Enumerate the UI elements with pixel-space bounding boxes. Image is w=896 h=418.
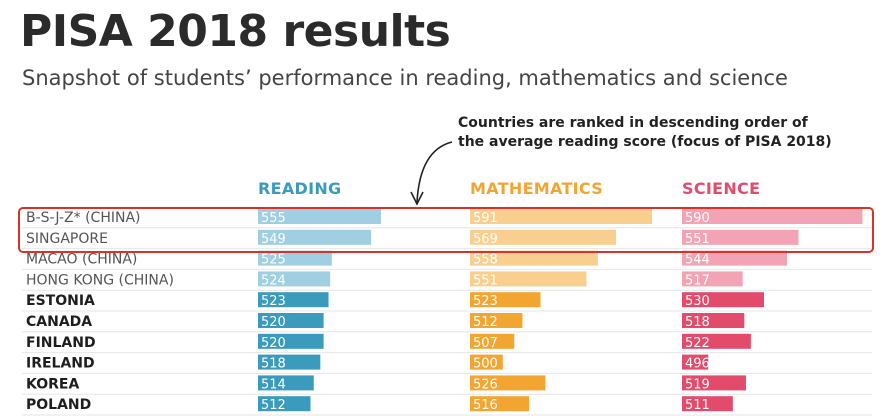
science-bar bbox=[682, 229, 799, 245]
reading-value-label: 514 bbox=[261, 377, 286, 392]
mathematics-value-label: 516 bbox=[473, 398, 498, 413]
country-label: SINGAPORE bbox=[26, 231, 108, 247]
reading-value-label: 555 bbox=[261, 211, 286, 226]
science-value-label: 522 bbox=[685, 336, 710, 351]
country-label: IRELAND bbox=[26, 356, 95, 372]
mathematics-bar bbox=[470, 333, 515, 349]
science-bar bbox=[682, 333, 751, 349]
science-value-label: 590 bbox=[685, 211, 710, 226]
reading-bar bbox=[258, 271, 331, 287]
science-bar bbox=[682, 292, 764, 308]
country-label: POLAND bbox=[26, 397, 91, 413]
mathematics-value-label: 551 bbox=[473, 273, 498, 288]
mathematics-bar bbox=[470, 209, 653, 224]
mathematics-value-label: 526 bbox=[473, 377, 498, 392]
reading-bar bbox=[258, 333, 324, 349]
mathematics-value-label: 512 bbox=[473, 315, 498, 330]
science-value-label: 544 bbox=[685, 253, 710, 268]
mathematics-bar bbox=[470, 250, 598, 266]
science-bar bbox=[682, 271, 743, 287]
science-bar bbox=[682, 250, 787, 266]
mathematics-bar bbox=[470, 229, 616, 245]
country-label: ESTONIA bbox=[26, 293, 95, 309]
reading-bar bbox=[258, 292, 329, 308]
page-subtitle: Snapshot of students’ performance in rea… bbox=[22, 66, 788, 90]
mathematics-bar bbox=[470, 271, 587, 287]
reading-bar bbox=[258, 250, 332, 266]
science-bar bbox=[682, 375, 746, 391]
mathematics-bar bbox=[470, 313, 523, 328]
reading-bar bbox=[258, 396, 311, 412]
country-label: B-S-J-Z* (CHINA) bbox=[26, 210, 141, 226]
annotation-line-1: Countries are ranked in descending order… bbox=[458, 115, 808, 131]
reading-value-label: 512 bbox=[261, 398, 286, 413]
annotation-arrow-icon bbox=[410, 141, 453, 206]
top-two-highlight-box bbox=[18, 207, 874, 253]
reading-value-label: 525 bbox=[261, 253, 286, 268]
reading-column-header: READING bbox=[258, 179, 342, 198]
country-label: FINLAND bbox=[26, 335, 96, 351]
country-label: CANADA bbox=[26, 314, 92, 330]
science-value-label: 530 bbox=[685, 294, 710, 309]
country-label: HONG KONG (CHINA) bbox=[26, 272, 174, 288]
mathematics-value-label: 507 bbox=[473, 336, 498, 351]
science-value-label: 511 bbox=[685, 398, 710, 413]
mathematics-value-label: 523 bbox=[473, 294, 498, 309]
reading-bar bbox=[258, 375, 314, 391]
science-bar bbox=[682, 354, 709, 370]
reading-value-label: 524 bbox=[261, 273, 286, 288]
mathematics-value-label: 558 bbox=[473, 253, 498, 268]
reading-value-label: 520 bbox=[261, 336, 286, 351]
country-label: MACAO (CHINA) bbox=[26, 252, 137, 268]
mathematics-bar bbox=[470, 375, 546, 391]
mathematics-value-label: 500 bbox=[473, 357, 498, 372]
ranking-annotation: Countries are ranked in descending order… bbox=[458, 114, 858, 152]
reading-value-label: 518 bbox=[261, 357, 286, 372]
annotation-line-2: the average reading score (focus of PISA… bbox=[458, 134, 832, 150]
science-column-header: SCIENCE bbox=[682, 179, 761, 198]
mathematics-value-label: 591 bbox=[473, 211, 498, 226]
reading-bar bbox=[258, 209, 381, 224]
mathematics-column-header: MATHEMATICS bbox=[470, 179, 604, 198]
science-value-label: 517 bbox=[685, 273, 710, 288]
science-value-label: 551 bbox=[685, 232, 710, 247]
science-value-label: 496 bbox=[685, 357, 710, 372]
science-bar bbox=[682, 396, 733, 412]
science-bar bbox=[682, 313, 745, 328]
page-title: PISA 2018 results bbox=[20, 6, 451, 57]
country-label: KOREA bbox=[26, 376, 79, 392]
reading-bar bbox=[258, 229, 372, 245]
reading-value-label: 549 bbox=[261, 232, 286, 247]
science-bar bbox=[682, 209, 863, 224]
science-value-label: 519 bbox=[685, 377, 710, 392]
reading-value-label: 523 bbox=[261, 294, 286, 309]
reading-value-label: 520 bbox=[261, 315, 286, 330]
mathematics-bar bbox=[470, 292, 541, 308]
reading-bar bbox=[258, 354, 321, 370]
mathematics-bar bbox=[470, 354, 503, 370]
science-value-label: 518 bbox=[685, 315, 710, 330]
reading-bar bbox=[258, 313, 324, 328]
mathematics-value-label: 569 bbox=[473, 232, 498, 247]
mathematics-bar bbox=[470, 396, 530, 412]
